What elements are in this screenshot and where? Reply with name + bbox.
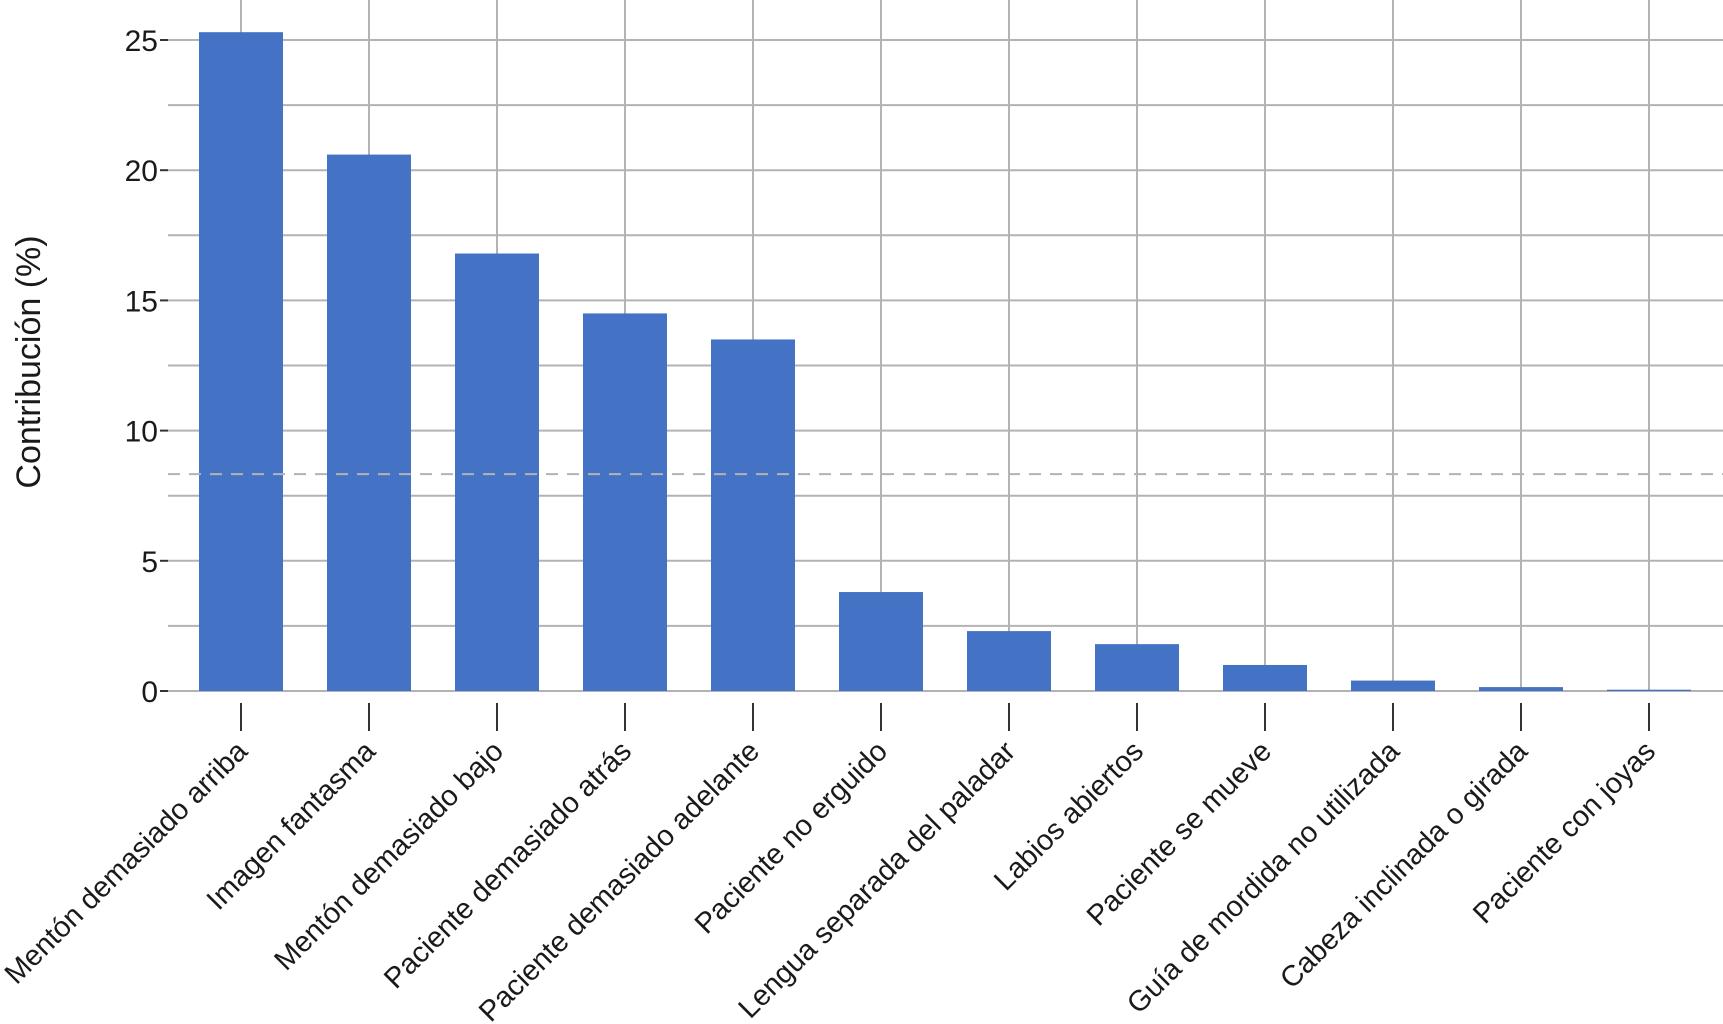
bar xyxy=(199,32,283,692)
bar xyxy=(1351,680,1435,691)
axis-layer xyxy=(160,39,1650,731)
y-tick-label: 25 xyxy=(125,25,158,58)
bar xyxy=(839,592,923,691)
y-axis-title: Contribución (%) xyxy=(10,235,48,488)
bar xyxy=(327,154,411,692)
y-tick-label: 20 xyxy=(125,155,158,188)
y-tick-label: 0 xyxy=(141,676,158,709)
bar xyxy=(1479,687,1563,691)
bar xyxy=(1607,689,1691,691)
y-tick-label: 5 xyxy=(141,546,158,579)
bar xyxy=(1223,664,1307,691)
y-tick-label: 10 xyxy=(125,416,158,449)
bar xyxy=(967,631,1051,691)
x-tick-label: Paciente demasiado adelante xyxy=(473,735,766,1024)
bar xyxy=(583,313,667,691)
bar-layer xyxy=(199,32,1691,692)
bar xyxy=(455,253,539,691)
x-tick-label: Lengua separada del paladar xyxy=(733,735,1023,1024)
x-tick-label: Paciente demasiado atrás xyxy=(378,735,638,995)
y-tick-label: 15 xyxy=(125,285,158,318)
bar xyxy=(1095,644,1179,691)
x-tick-label: Guía de mordida no utilizada xyxy=(1121,735,1406,1020)
x-tick-label: Cabeza inclinada o girada xyxy=(1274,735,1534,995)
x-tick-label: Mentón demasiado arriba xyxy=(0,735,255,991)
x-tick-label: Mentón demasiado bajo xyxy=(268,735,510,977)
bar xyxy=(711,339,795,691)
